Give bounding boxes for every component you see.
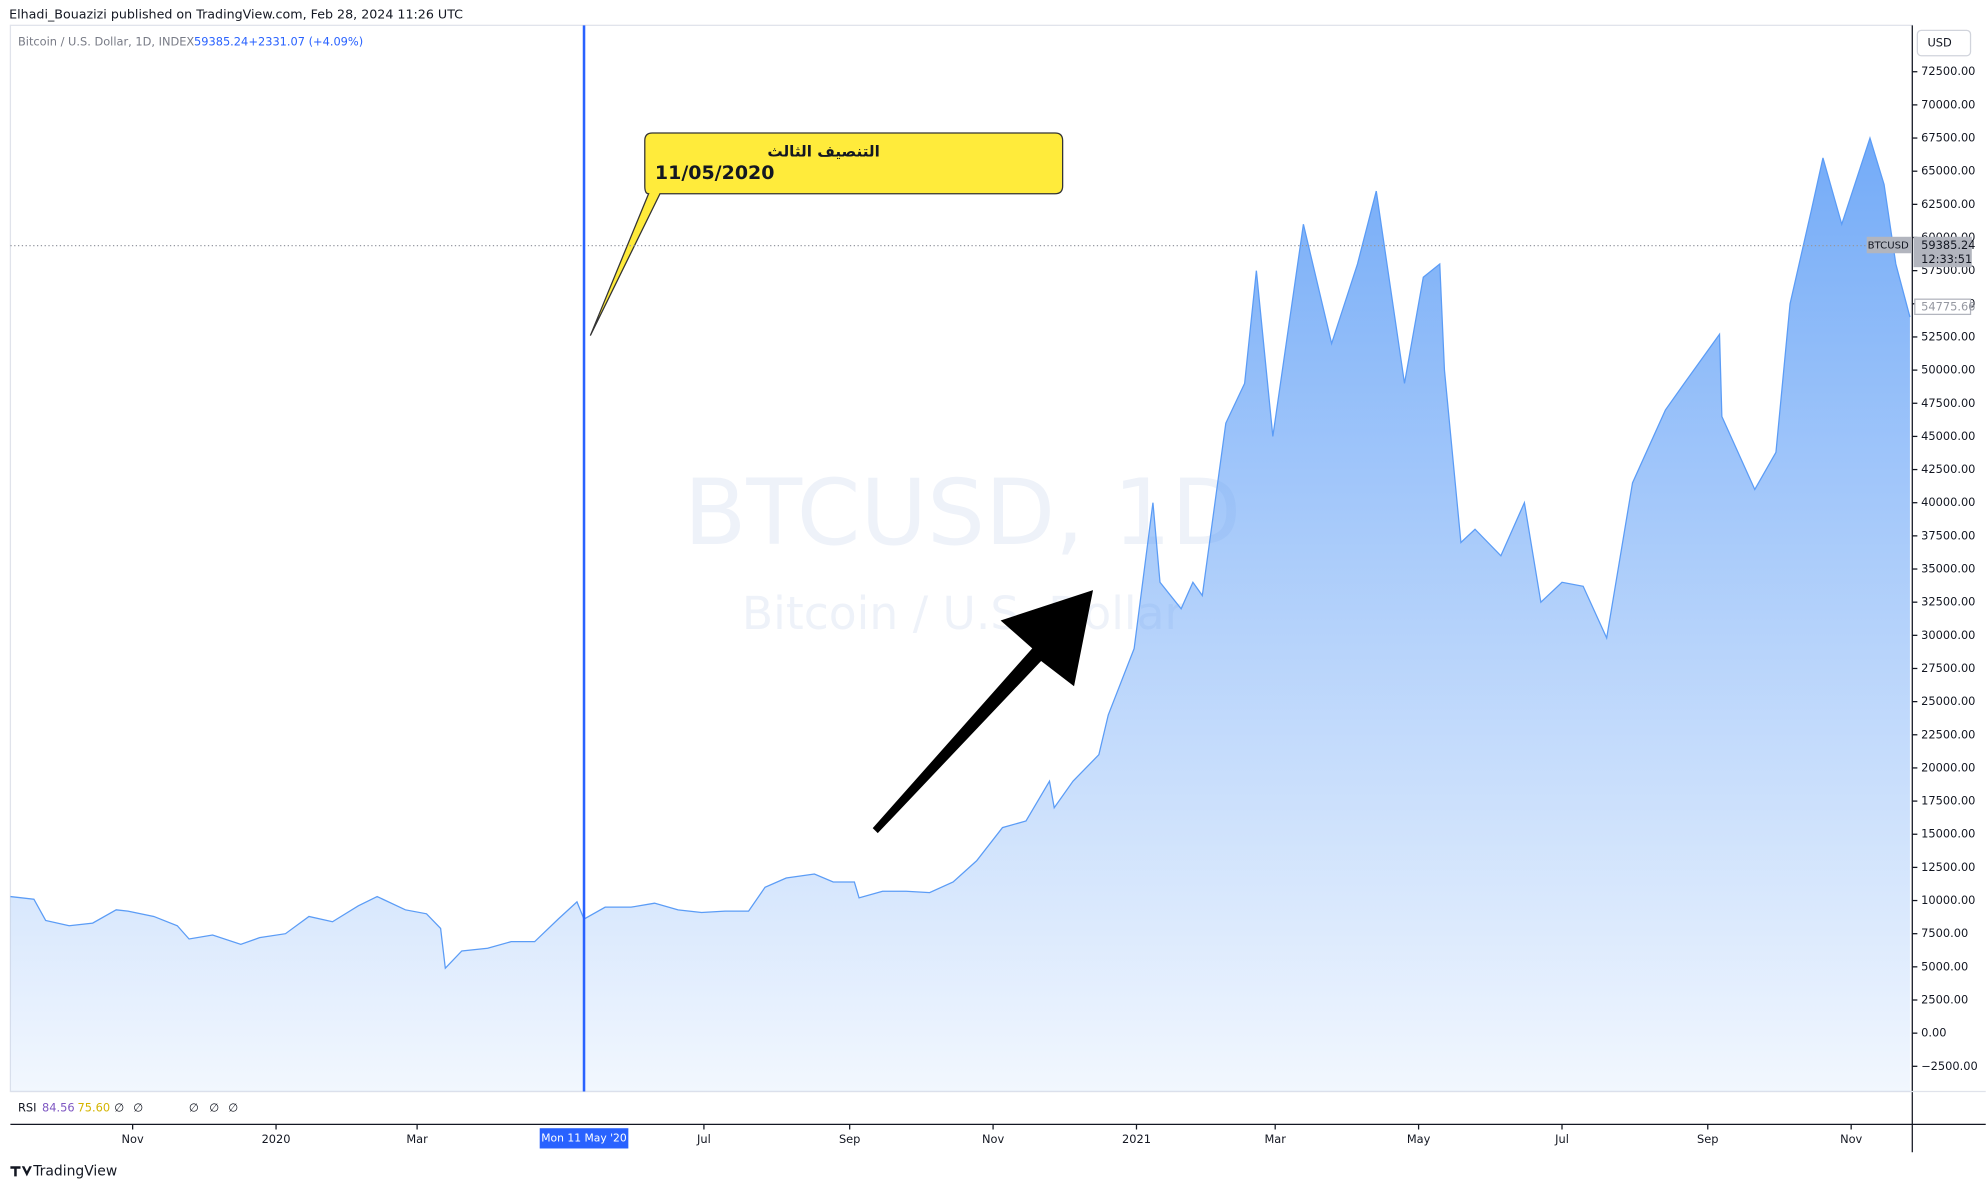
last-price-tag [1913,236,1972,268]
y-tick-label: 7500.00 [1921,926,1968,940]
countdown: 12:33:51 [1921,252,1972,266]
y-tick-label: 10000.00 [1921,893,1975,907]
x-tick-label: Sep [1697,1132,1718,1146]
rsi-icon[interactable]: ∅ [114,1100,124,1114]
x-tick-label: May [1407,1132,1431,1146]
callout-line: التنصيف الثالث [767,142,879,160]
symbol-label: BTCUSD [1868,241,1909,252]
y-tick-label: 32500.00 [1921,595,1975,609]
y-tick-label: 62500.00 [1921,197,1975,211]
y-tick-label: 20000.00 [1921,760,1975,774]
brand-logo [10,1166,32,1177]
y-tick-label: 42500.00 [1921,462,1975,476]
callout-box [589,132,1064,336]
y-tick-label: 27500.00 [1921,661,1975,675]
plot-area [10,135,1911,1092]
x-tick-label: Nov [982,1132,1004,1146]
arrow-drawing [872,590,1094,834]
rsi-icon[interactable]: ∅ [189,1100,199,1114]
y-tick-label: 12500.00 [1921,860,1975,874]
y-tick-label: 15000.00 [1921,827,1975,841]
y-tick-label: 40000.00 [1921,495,1975,509]
marker-tag [1914,298,1972,316]
marker-label: 54775.66 [1921,299,1975,313]
currency-box[interactable] [1916,29,1972,57]
x-tick-label: Jul [1554,1132,1569,1146]
y-tick-label: 70000.00 [1921,97,1975,111]
y-tick-label: 35000.00 [1921,562,1975,576]
y-tick-label: 50000.00 [1921,363,1975,377]
rsi-value: 84.56 [42,1100,75,1114]
y-tick-label: 45000.00 [1921,429,1975,443]
rsi-icon[interactable]: ∅ [228,1100,238,1114]
y-tick-label: 5000.00 [1921,959,1968,973]
vertical-line-label: Mon 11 May '20 [541,1131,627,1144]
y-tick-label: 25000.00 [1921,694,1975,708]
watermark-subtitle: Bitcoin / U.S. Dollar [742,587,1184,640]
legend-change: +2331.07 (+4.09%) [248,34,363,48]
publish-info: Elhadi_Bouazizi published on TradingView… [9,7,463,22]
y-tick-label: 17500.00 [1921,794,1975,808]
y-tick-label: −2500.00 [1921,1059,1978,1073]
symbol-tag [1866,236,1912,254]
y-tick-label: 72500.00 [1921,64,1975,78]
y-tick-label: 52500.00 [1921,329,1975,343]
area-fill [10,138,1910,1092]
x-tick-label: Nov [1840,1132,1862,1146]
y-tick-label: 65000.00 [1921,164,1975,178]
y-tick-label: 0.00 [1921,1026,1946,1040]
x-tick-label: 2021 [1122,1132,1151,1146]
callout: التنصيف الثالث 11/05/2020 [589,132,1064,336]
x-tick-label: 2020 [262,1132,291,1146]
y-tick-label: 37500.00 [1921,528,1975,542]
last-price-label: 59385.24 [1921,238,1975,252]
y-tick-label: 47500.00 [1921,396,1975,410]
x-tick-label: Nov [122,1132,144,1146]
price-line [10,135,1911,970]
callout-line: 11/05/2020 [655,162,775,184]
y-tick-label: 2500.00 [1921,992,1968,1006]
y-tick-label: 22500.00 [1921,727,1975,741]
vertical-line-tag [539,1128,629,1149]
rsi-icon[interactable]: ∅ [209,1100,219,1114]
rsi-name: RSI [18,1100,36,1114]
legend-symbol: Bitcoin / U.S. Dollar, 1D, INDEX [18,34,194,48]
x-tick-label: Mar [406,1132,428,1146]
legend-price: 59385.24 [194,34,248,48]
x-tick-label: Jul [696,1132,711,1146]
x-tick-label: Sep [839,1132,860,1146]
rsi-icon[interactable]: ∅ [133,1100,143,1114]
x-tick-label: Mar [1264,1132,1286,1146]
brand: TradingView [32,1163,117,1179]
y-tick-label: 30000.00 [1921,628,1975,642]
y-tick-label: 67500.00 [1921,131,1975,145]
rsi-average: 75.60 [78,1100,111,1114]
currency: USD [1927,36,1952,50]
